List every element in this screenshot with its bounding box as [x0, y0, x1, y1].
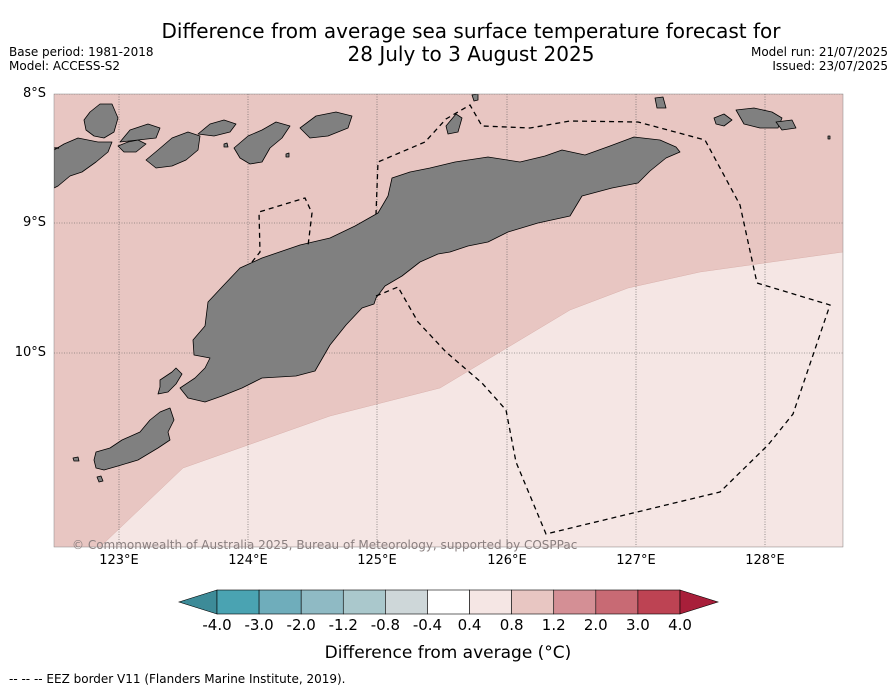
colorbar-segment [427, 589, 470, 615]
colorbar-segment [258, 589, 302, 615]
lon-label-123e: 123°E [99, 553, 139, 568]
lon-label-124e: 124°E [228, 553, 268, 568]
copyright-notice: © Commonwealth of Australia 2025, Bureau… [72, 538, 578, 552]
leti-island [713, 113, 733, 127]
colorbar-segment [342, 589, 386, 615]
islet-e [827, 135, 831, 140]
timor-island [179, 136, 681, 403]
lon-label-128e: 128°E [745, 553, 785, 568]
alor-island-b [233, 121, 291, 165]
colorbar-segment [511, 589, 555, 615]
colorbar-tick-label: -3.0 [244, 616, 274, 634]
colorbar-tick-label: 0.4 [457, 616, 482, 634]
colorbar-label: Difference from average (°C) [324, 643, 572, 663]
graticule [54, 94, 843, 547]
colorbar-tick-label: 2.0 [583, 616, 608, 634]
colorbar-segment [300, 589, 344, 615]
wetar-island [299, 111, 353, 139]
lat-label-8s: 8°S [22, 86, 46, 101]
lon-label-126e: 126°E [487, 553, 527, 568]
model-run: Model run: 21/07/2025 [750, 45, 888, 59]
map-title: Difference from average sea surface temp… [0, 20, 896, 66]
alor-island-a [197, 119, 237, 137]
lembata-island [119, 123, 161, 143]
islet-c [285, 152, 290, 158]
eez-border-oecusse [251, 197, 313, 263]
lat-label-10s: 10°S [14, 345, 46, 360]
title-line-1: Difference from average sea surface temp… [161, 19, 781, 43]
colorbar-segment [637, 589, 681, 615]
ndao-island [72, 456, 80, 462]
rote-island [93, 407, 175, 471]
colorbar-extend-high [679, 589, 719, 615]
colorbar-tick-label: 0.8 [499, 616, 524, 634]
colorbar-tick-label: 3.0 [625, 616, 650, 634]
lat-label-9s: 9°S [22, 215, 46, 230]
model-name: Model: ACCESS-S2 [9, 59, 121, 73]
colorbar-tick-label: -4.0 [202, 616, 232, 634]
colorbar-segment [385, 589, 428, 615]
colorbar-tick-label: -2.0 [286, 616, 316, 634]
colorbar-tick-label: 4.0 [668, 616, 692, 634]
anomaly-band-0-4-to-0-8 [99, 251, 843, 547]
adonara-island [83, 103, 119, 139]
eez-legend-note: -- -- -- EEZ border V11 (Flanders Marine… [9, 672, 346, 686]
issued-date: Issued: 23/07/2025 [772, 59, 888, 73]
lakor-island [775, 119, 797, 131]
colorbar-segment [469, 589, 512, 615]
small-islet-b [471, 94, 479, 102]
colorbar-tick-label: -1.2 [328, 616, 358, 634]
meta-right: Model run: 21/07/2025 Issued: 23/07/2025 [751, 45, 888, 73]
semau-island [157, 367, 183, 395]
atauro-island [445, 113, 463, 135]
colorbar-tick-label: -0.4 [412, 616, 443, 634]
pantar-island [145, 131, 201, 169]
solor-island [117, 139, 147, 153]
colorbar-tick-label: -0.8 [370, 616, 400, 634]
small-islet [96, 475, 104, 483]
colorbar-segment [553, 589, 597, 615]
colorbar-segment [216, 589, 260, 615]
meta-left: Base period: 1981-2018 Model: ACCESS-S2 [9, 45, 154, 73]
base-period: Base period: 1981-2018 [9, 45, 154, 59]
lon-label-125e: 125°E [357, 553, 397, 568]
eez-border-main [375, 104, 831, 535]
flores-island [54, 137, 113, 189]
title-line-2: 28 July to 3 August 2025 [347, 42, 595, 66]
colorbar-segment [595, 589, 639, 615]
colorbar-extend-low [178, 589, 218, 615]
kisar-island [654, 96, 667, 109]
map-frame [53, 93, 844, 548]
colorbar-segments [178, 589, 719, 615]
colorbar-tick-label: 1.2 [541, 616, 566, 634]
islet-d [223, 142, 229, 148]
lon-label-127e: 127°E [616, 553, 656, 568]
